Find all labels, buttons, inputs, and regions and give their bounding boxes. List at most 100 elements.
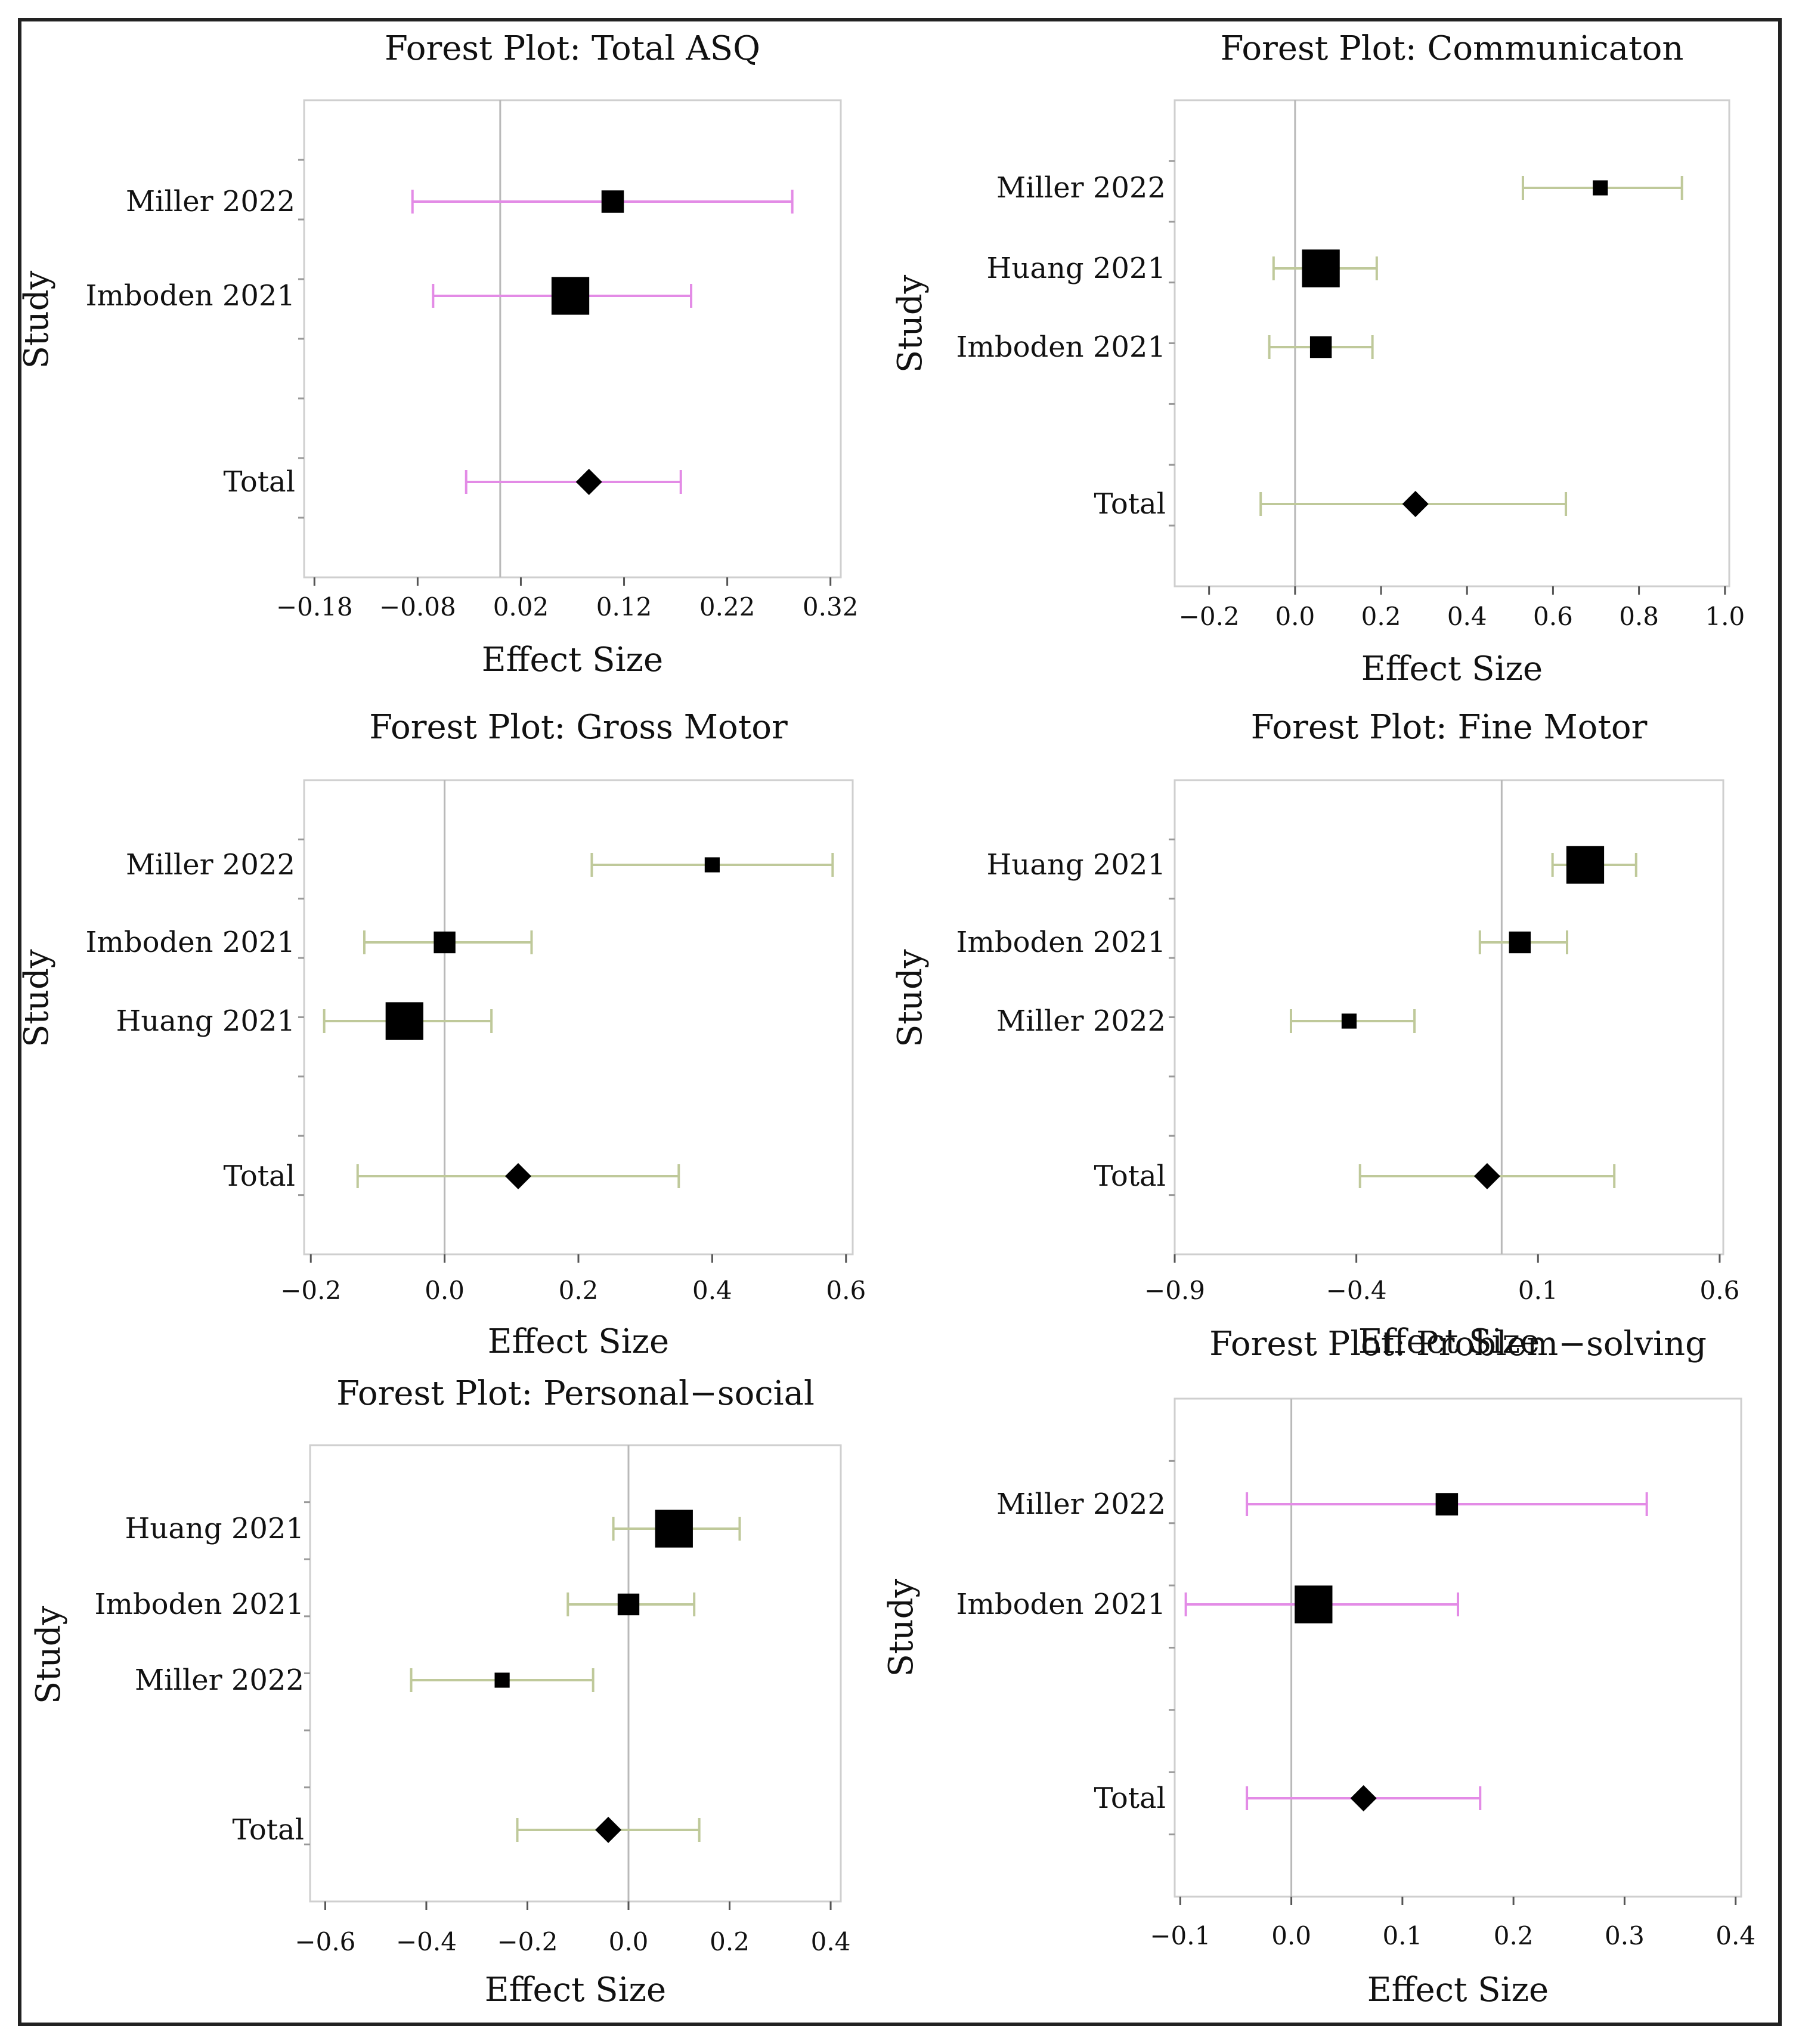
x-tick-label: 0.32 [803,592,859,621]
effect-marker-imboden-2021 [434,931,456,954]
x-tick-label: 0.2 [559,1276,599,1305]
effect-marker-miller-2022 [1341,1013,1357,1029]
x-tick-label: −0.2 [1179,602,1240,631]
study-label-total: Total [1094,487,1166,521]
plot-title: Forest Plot: Total ASQ [385,29,760,68]
plot-title: Forest Plot: Personal−social [336,1374,815,1413]
x-tick-label: 1.0 [1705,602,1745,631]
pooled-effect-diamond [595,1817,622,1843]
effect-marker-imboden-2021 [1509,931,1531,954]
study-label-total: Total [1094,1782,1166,1815]
study-label-imboden-2021: Imboden 2021 [956,330,1166,364]
x-tick-label: 0.6 [1533,602,1573,631]
y-axis-label: Study [882,1579,921,1677]
effect-marker-huang-2021 [655,1510,693,1548]
x-tick-label: −0.08 [379,592,456,621]
study-label-total: Total [224,1159,295,1193]
effect-marker-miller-2022 [1593,180,1608,196]
study-label-imboden-2021: Imboden 2021 [94,1588,304,1621]
x-tick-label: 0.4 [811,1927,851,1956]
x-tick-label: 0.4 [1447,602,1487,631]
pooled-effect-diamond [1473,1163,1500,1189]
x-tick-label: −0.1 [1150,1921,1210,1950]
plot-title: Forest Plot: Gross Motor [369,708,788,747]
x-tick-label: 0.2 [1494,1921,1534,1950]
y-axis-label: Study [29,1606,68,1704]
study-label-miller-2022: Miller 2022 [135,1663,304,1697]
study-label-total: Total [224,465,295,499]
effect-marker-miller-2022 [494,1672,510,1688]
y-axis-label: Study [17,270,56,369]
x-axis-label: Effect Size [1361,650,1543,688]
effect-marker-miller-2022 [704,857,720,873]
x-tick-label: 0.2 [1361,602,1401,631]
effect-marker-miller-2022 [601,190,624,213]
plot-title: Forest Plot: Problem−solving [1209,1325,1707,1363]
study-label-huang-2021: Huang 2021 [116,1004,295,1038]
y-axis-label: Study [17,949,56,1047]
x-tick-label: 0.1 [1382,1921,1422,1950]
x-tick-label: −0.2 [280,1276,341,1305]
y-axis-label: Study [891,949,930,1047]
x-tick-label: 0.8 [1619,602,1659,631]
plot-title: Forest Plot: Communicaton [1221,29,1684,68]
x-tick-label: 0.0 [609,1927,649,1956]
x-tick-label: 0.1 [1518,1276,1558,1305]
effect-marker-imboden-2021 [617,1593,640,1616]
pooled-effect-diamond [505,1163,532,1189]
x-tick-label: 0.0 [1275,602,1315,631]
effect-marker-imboden-2021 [551,277,590,315]
effect-marker-huang-2021 [1302,249,1340,287]
study-label-imboden-2021: Imboden 2021 [85,279,295,313]
figure-frame [18,18,1782,2026]
x-tick-label: 0.6 [826,1276,866,1305]
plot-title: Forest Plot: Fine Motor [1251,708,1648,747]
study-label-total: Total [1094,1159,1166,1193]
ci-total [465,470,682,494]
study-label-miller-2022: Miller 2022 [996,171,1166,205]
x-axis-label: Effect Size [482,641,663,679]
x-axis-label: Effect Size [485,1971,666,2009]
study-label-huang-2021: Huang 2021 [987,848,1166,882]
effect-marker-imboden-2021 [1295,1585,1333,1624]
pooled-effect-diamond [1402,491,1429,517]
x-tick-label: 0.12 [596,592,652,621]
x-tick-label: −0.2 [497,1927,558,1956]
x-tick-label: 0.0 [1271,1921,1311,1950]
study-label-imboden-2021: Imboden 2021 [956,926,1166,959]
x-tick-label: −0.6 [295,1927,355,1956]
study-label-miller-2022: Miller 2022 [996,1004,1166,1038]
x-tick-label: −0.4 [396,1927,457,1956]
x-tick-label: 0.4 [692,1276,732,1305]
study-label-total: Total [233,1813,304,1847]
plot-frame [1174,1397,1742,1898]
x-tick-label: 0.22 [699,592,756,621]
pooled-effect-diamond [1350,1785,1377,1811]
x-tick-label: 0.6 [1700,1276,1740,1305]
x-axis-label: Effect Size [1358,1322,1540,1361]
x-tick-label: 0.0 [425,1276,465,1305]
study-label-miller-2022: Miller 2022 [126,185,295,218]
x-tick-label: −0.18 [276,592,353,621]
x-tick-label: −0.4 [1326,1276,1387,1305]
pooled-effect-diamond [575,469,602,495]
study-label-miller-2022: Miller 2022 [126,848,295,882]
effect-marker-miller-2022 [1435,1493,1459,1516]
y-axis-label: Study [891,274,930,373]
x-axis-label: Effect Size [1367,1971,1549,2009]
x-axis-label: Effect Size [488,1322,669,1361]
study-label-imboden-2021: Imboden 2021 [85,926,295,959]
x-tick-label: 0.2 [710,1927,750,1956]
study-label-huang-2021: Huang 2021 [125,1512,304,1545]
x-tick-label: −0.9 [1144,1276,1205,1305]
study-label-miller-2022: Miller 2022 [996,1488,1166,1521]
x-tick-label: 0.3 [1605,1921,1645,1950]
study-label-huang-2021: Huang 2021 [987,252,1166,285]
effect-marker-huang-2021 [1566,846,1605,884]
x-tick-label: 0.02 [493,592,549,621]
